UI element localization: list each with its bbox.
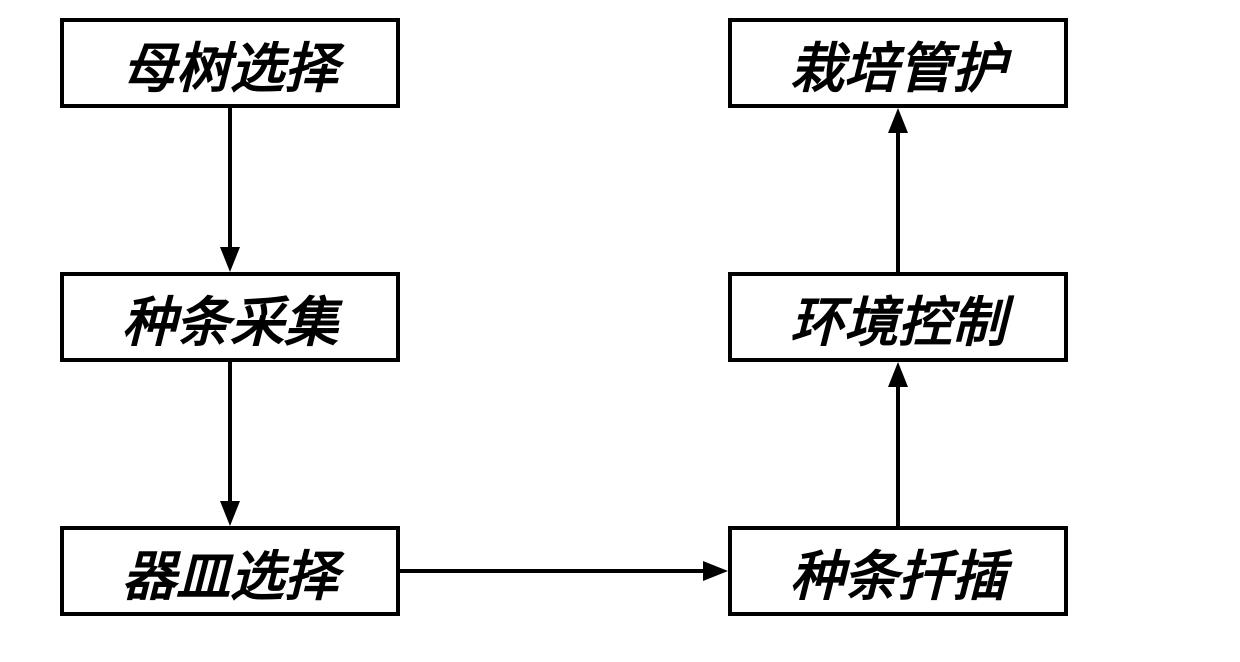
node-label: 器皿选择 (122, 532, 338, 611)
edge-n3-n4-line (400, 569, 704, 573)
node-label: 种条采集 (122, 278, 338, 357)
edge-n2-n3-line (228, 362, 232, 502)
edge-n5-n6-head (888, 108, 908, 133)
edge-n4-n5-head (888, 362, 908, 387)
node-label: 栽培管护 (790, 24, 1006, 103)
edge-n2-n3-head (220, 501, 240, 526)
node-vessel-selection: 器皿选择 (60, 526, 400, 616)
node-environment-control: 环境控制 (728, 272, 1068, 362)
node-cutting-insertion: 种条扦插 (728, 526, 1068, 616)
node-cultivation-management: 栽培管护 (728, 18, 1068, 108)
edge-n4-n5-line (896, 386, 900, 526)
node-mother-tree-selection: 母树选择 (60, 18, 400, 108)
node-label: 母树选择 (122, 24, 338, 103)
edge-n1-n2-head (220, 247, 240, 272)
edge-n1-n2-line (228, 108, 232, 248)
edge-n3-n4-head (703, 561, 728, 581)
node-label: 环境控制 (790, 278, 1006, 357)
edge-n5-n6-line (896, 132, 900, 272)
node-label: 种条扦插 (790, 532, 1006, 611)
node-cutting-collection: 种条采集 (60, 272, 400, 362)
